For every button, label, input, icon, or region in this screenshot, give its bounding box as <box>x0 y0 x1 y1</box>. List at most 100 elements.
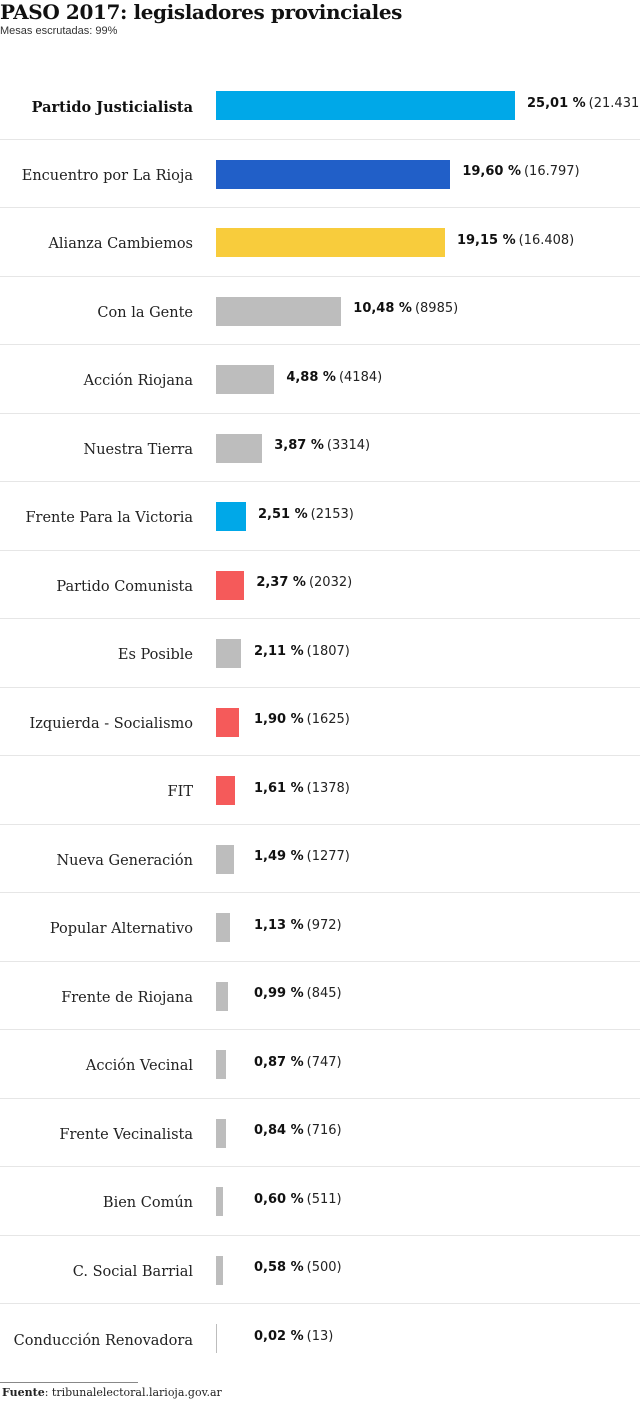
percent-label: 19,15 % <box>456 232 516 248</box>
bar <box>216 1255 223 1285</box>
value-label: 1,90 % (1625) <box>254 688 350 756</box>
percent-label: 2,51 % <box>258 506 308 522</box>
bar-row: Nuestra Tierra 3,87 % (3314) <box>0 414 640 482</box>
value-label: 19,15 % (16.408) <box>457 208 574 276</box>
votes-label: (747) <box>306 1054 342 1070</box>
category-label: C. Social Barrial <box>72 1263 193 1280</box>
bar-row: Frente de Riojana 0,99 % (845) <box>0 962 640 1030</box>
source-note: Fuente: tribunalelectoral.larioja.gov.ar <box>2 1386 222 1399</box>
percent-label: 0,87 % <box>254 1054 304 1070</box>
bar-row: Frente Para la Victoria 2,51 % (2153) <box>0 482 640 551</box>
percent-label: 25,01 % <box>527 95 586 111</box>
percent-label: 2,11 % <box>254 643 304 659</box>
bar-row: Nueva Generación 1,49 % (1277) <box>0 825 640 893</box>
category-label: Bien Común <box>102 1195 193 1212</box>
votes-label: (1378) <box>306 780 350 796</box>
votes-label: (1277) <box>306 849 350 864</box>
bar <box>216 1187 224 1216</box>
percent-label: 0,99 % <box>254 986 304 1001</box>
bar-row: Conducción Renovadora 0,02 % (13) <box>0 1304 640 1373</box>
percent-label: 0,60 % <box>254 1191 304 1207</box>
bar-row: Acción Riojana 4,88 % (4184) <box>0 345 640 414</box>
percent-label: 3,87 % <box>274 438 324 453</box>
category-label: Partido Justicialista <box>31 98 193 116</box>
votes-label: (2153) <box>310 506 354 522</box>
bar-row: Bien Común 0,60 % (511) <box>0 1167 640 1236</box>
bar <box>216 365 275 394</box>
category-label: Frente de Riojana <box>61 989 193 1006</box>
percent-label: 1,90 % <box>254 712 304 727</box>
votes-label: (4184) <box>338 369 383 385</box>
bar-row: Izquierda - Socialismo 1,90 % (1625) <box>0 688 640 756</box>
bar-row: C. Social Barrial 0,58 % (500) <box>0 1236 640 1304</box>
bar <box>216 570 245 600</box>
bar <box>216 159 451 189</box>
votes-label: (2032) <box>308 575 353 590</box>
bar-row: Frente Vecinalista 0,84 % (716) <box>0 1099 640 1167</box>
bar-row: Con la Gente 10,48 % (8985) <box>0 277 640 345</box>
category-label: Acción Vecinal <box>85 1058 193 1075</box>
votes-label: (511) <box>306 1191 342 1207</box>
bar <box>216 296 342 326</box>
category-label: Alianza Cambiemos <box>48 236 193 253</box>
value-label: 0,02 % (13) <box>254 1304 333 1372</box>
percent-label: 0,02 % <box>254 1328 304 1344</box>
category-label: Nuestra Tierra <box>83 441 193 458</box>
value-label: 25,01 % (21.431) <box>527 71 640 139</box>
value-label: 1,49 % (1277) <box>254 825 350 893</box>
percent-label: 1,61 % <box>254 780 304 796</box>
votes-label: (13) <box>306 1328 334 1344</box>
bar <box>216 776 236 805</box>
percent-label: 2,37 % <box>256 575 306 590</box>
bar-chart: Partido Justicialista 25,01 % (21.431) Encu… <box>0 71 640 1373</box>
percent-label: 19,60 % <box>462 164 521 179</box>
category-label: Popular Alternativo <box>49 921 193 938</box>
bar-row: FIT 1,61 % (1378) <box>0 756 640 825</box>
category-label: FIT <box>167 784 193 801</box>
category-label: Acción Riojana <box>83 373 193 390</box>
percent-label: 4,88 % <box>286 369 336 385</box>
category-label: Conducción Renovadora <box>13 1332 193 1349</box>
source-divider <box>0 1382 138 1383</box>
votes-label: (500) <box>306 1260 342 1275</box>
value-label: 0,58 % (500) <box>254 1236 342 1304</box>
bar <box>216 502 246 531</box>
value-label: 2,51 % (2153) <box>258 482 354 550</box>
bar <box>216 91 515 120</box>
value-label: 3,87 % (3314) <box>274 414 370 482</box>
bar <box>216 913 230 942</box>
bar-row: Encuentro por La Rioja 19,60 % (16.797) <box>0 140 640 208</box>
votes-label: (716) <box>306 1123 342 1138</box>
bar <box>216 844 234 874</box>
bar-row: Partido Comunista 2,37 % (2032) <box>0 551 640 619</box>
votes-label: (972) <box>306 917 342 933</box>
bar <box>216 1324 217 1353</box>
category-label: Partido Comunista <box>56 578 193 595</box>
source-text: : tribunalelectoral.larioja.gov.ar <box>44 1386 222 1399</box>
votes-label: (3314) <box>326 438 371 453</box>
votes-label: (1625) <box>306 712 350 727</box>
value-label: 2,37 % (2032) <box>256 551 352 619</box>
bar-row: Alianza Cambiemos 19,15 % (16.408) <box>0 208 640 277</box>
bar <box>216 433 263 463</box>
category-label: Frente Vecinalista <box>59 1126 193 1143</box>
chart-subtitle: Mesas escrutadas: 99% <box>0 25 118 37</box>
category-label: Frente Para la Victoria <box>25 510 193 527</box>
bar-row: Partido Justicialista 25,01 % (21.431) <box>0 71 640 140</box>
votes-label: (16.408) <box>518 232 575 248</box>
votes-label: (845) <box>306 986 342 1001</box>
category-label: Nueva Generación <box>56 852 193 869</box>
percent-label: 0,84 % <box>254 1123 304 1138</box>
bar-row: Es Posible 2,11 % (1807) <box>0 619 640 688</box>
votes-label: (21.431) <box>588 95 640 111</box>
bar-row: Acción Vecinal 0,87 % (747) <box>0 1030 640 1099</box>
chart-title: PASO 2017: legisladores provinciales <box>0 0 403 24</box>
bar <box>216 639 242 668</box>
bar <box>216 1118 227 1148</box>
value-label: 0,60 % (511) <box>254 1167 342 1235</box>
bar <box>216 981 228 1011</box>
value-label: 1,61 % (1378) <box>254 756 350 824</box>
value-label: 19,60 % (16.797) <box>462 140 579 208</box>
category-label: Izquierda - Socialismo <box>29 715 193 732</box>
value-label: 0,87 % (747) <box>254 1030 342 1098</box>
